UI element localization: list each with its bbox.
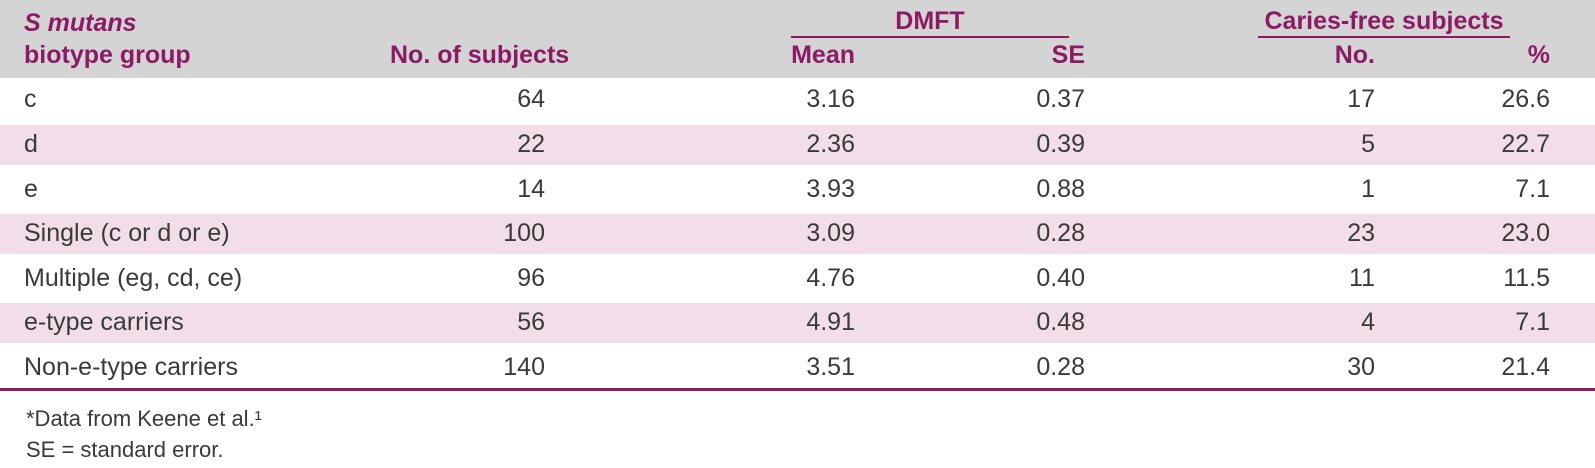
cell-mean: 4.76 [806,263,855,292]
table-row-c: c 64 3.16 0.37 17 26.6 [0,78,1595,123]
cell-caries-pct: 23.0 [1501,219,1550,248]
header-no-of-subjects: No. of subjects [390,41,570,69]
caries-free-group-header: Caries-free subjects [1095,0,1595,38]
table-row-e: e 14 3.93 0.88 1 7.1 [0,167,1595,212]
table-row-single: Single (c or d or e) 100 3.09 0.28 23 23… [0,211,1595,256]
cell-caries-pct: 26.6 [1501,84,1550,113]
cell-caries-pct: 11.5 [1503,263,1550,292]
dmft-group-header: DMFT [555,0,1095,38]
cell-caries-pct: 22.7 [1501,130,1550,159]
cell-caries-no: 4 [1361,308,1375,337]
footnotes: *Data from Keene et al.¹ SE = standard e… [0,391,1595,465]
table-row-non-e-type: Non-e-type carriers 140 3.51 0.28 30 21.… [0,345,1595,390]
header-mean: Mean [791,41,855,69]
header-spacer [390,0,555,38]
header-se: SE [1051,41,1085,69]
header-group-row: S mutans DMFT Caries-free subjects [0,0,1595,38]
footnote-source: *Data from Keene et al.¹ [26,406,263,431]
cell-mean: 3.16 [806,84,855,113]
table-header: S mutans DMFT Caries-free subjects bioty… [0,0,1595,78]
cell-subjects: 96 [517,263,545,292]
row-label: Multiple (eg, cd, ce) [24,263,243,292]
cell-subjects: 56 [517,308,545,337]
row-label: d [24,130,38,159]
cell-mean: 4.91 [806,308,855,337]
s-mutans-title: S mutans [24,9,137,37]
row-label: Single (c or d or e) [24,219,230,248]
cell-caries-pct: 21.4 [1501,353,1550,381]
caries-free-group-label: Caries-free subjects [1258,7,1510,38]
header-biotype-line2: biotype group [24,41,191,69]
cell-subjects: 100 [503,219,545,248]
cell-caries-pct: 7.1 [1515,308,1550,337]
cell-mean: 2.36 [806,130,855,159]
cell-se: 0.40 [1036,263,1085,292]
cell-se: 0.39 [1036,130,1085,159]
table-row-multiple: Multiple (eg, cd, ce) 96 4.76 0.40 11 11… [0,256,1595,301]
cell-subjects: 22 [517,130,545,159]
cell-se: 0.37 [1036,84,1085,113]
header-caries-no: No. [1334,41,1375,69]
cell-subjects: 64 [517,84,545,113]
cell-subjects: 140 [503,353,545,381]
header-sub-row: biotype group No. of subjects Mean SE No… [0,38,1595,78]
header-caries-pct: % [1527,41,1550,69]
cell-se: 0.28 [1036,353,1085,381]
row-label: Non-e-type carriers [24,353,238,381]
biotype-dmft-table: S mutans DMFT Caries-free subjects bioty… [0,0,1595,390]
row-label: c [24,84,37,113]
cell-caries-no: 11 [1349,263,1375,292]
row-label: e [24,174,38,203]
table-row-d: d 22 2.36 0.39 5 22.7 [0,122,1595,167]
header-biotype-line1: S mutans [0,0,390,38]
cell-caries-no: 23 [1347,219,1375,248]
cell-caries-no: 5 [1361,130,1375,159]
cell-se: 0.88 [1036,174,1085,203]
cell-caries-no: 17 [1347,84,1375,113]
table-body: c 64 3.16 0.37 17 26.6 d 22 2.36 0.39 5 … [0,78,1595,390]
dmft-group-label: DMFT [791,7,1069,38]
cell-caries-no: 1 [1361,174,1375,203]
cell-caries-pct: 7.1 [1515,174,1550,203]
cell-se: 0.48 [1036,308,1085,337]
cell-mean: 3.09 [806,219,855,248]
footnote-se-definition: SE = standard error. [26,437,224,462]
cell-mean: 3.51 [806,353,855,381]
row-label: e-type carriers [24,308,184,337]
cell-mean: 3.93 [806,174,855,203]
table-row-e-type: e-type carriers 56 4.91 0.48 4 7.1 [0,300,1595,345]
cell-se: 0.28 [1036,219,1085,248]
cell-subjects: 14 [517,174,545,203]
cell-caries-no: 30 [1347,353,1375,381]
